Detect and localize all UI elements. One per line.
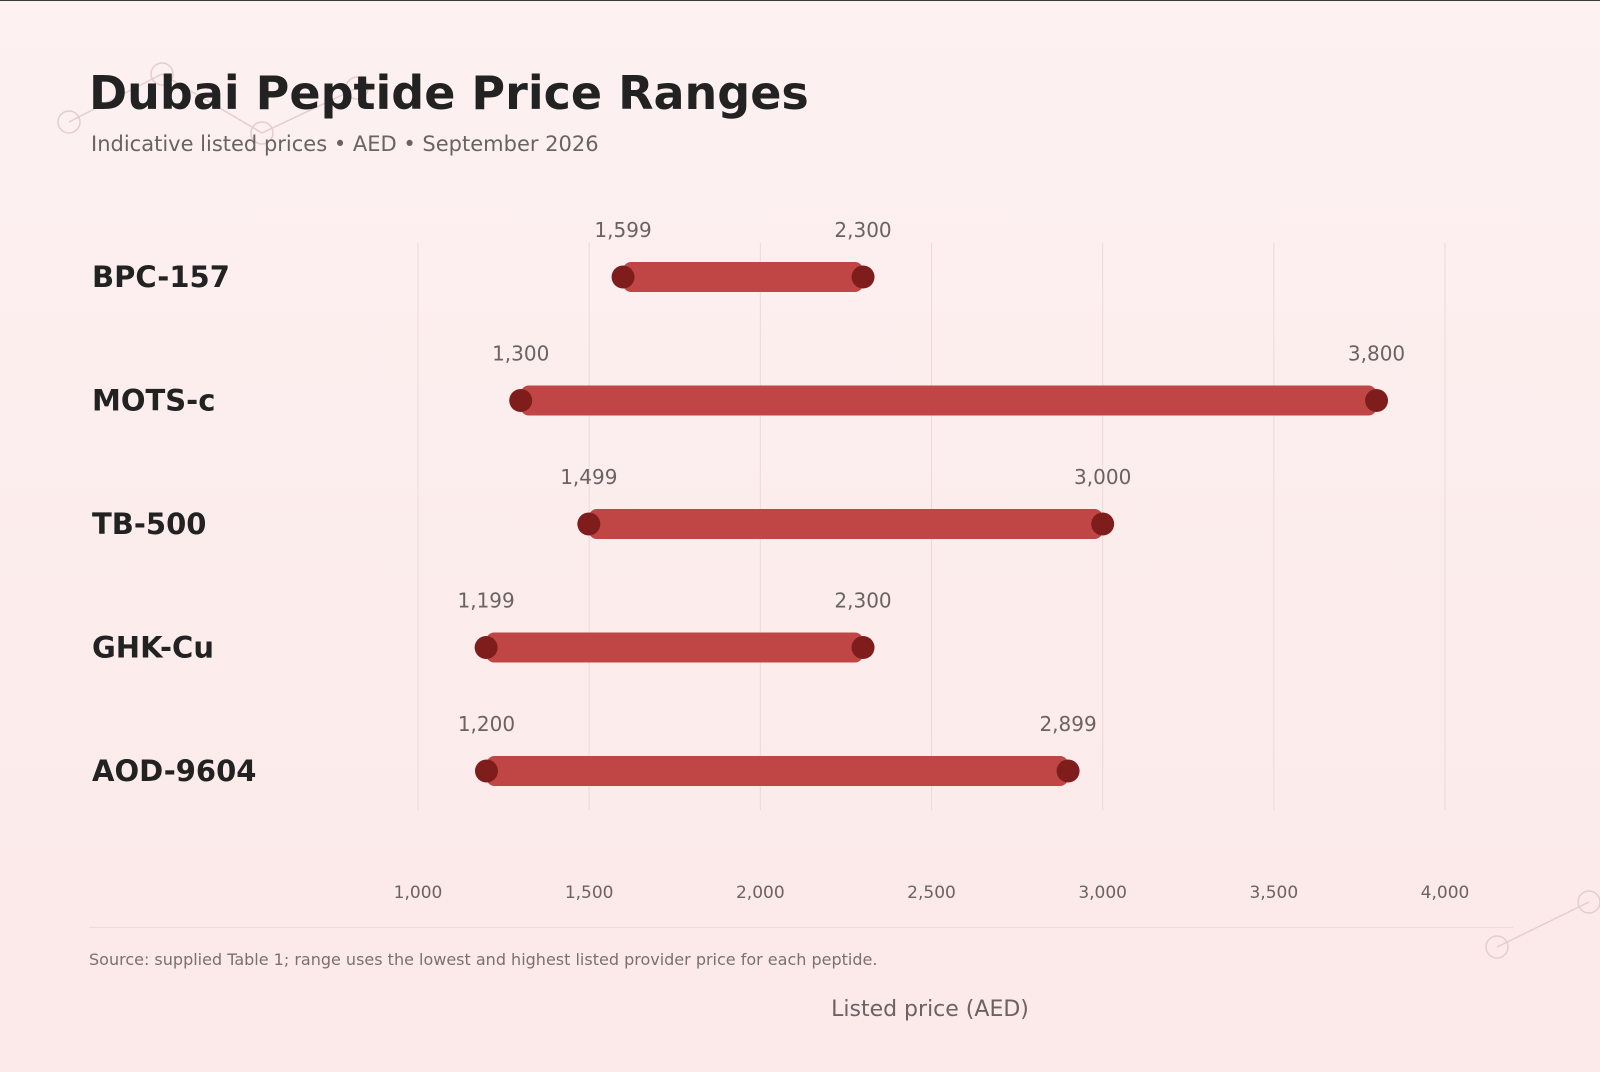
x-tick-label: 4,000 xyxy=(1421,883,1470,903)
molecule-decoration xyxy=(57,62,1600,959)
decor-bond xyxy=(261,87,358,134)
x-tick-label: 2,000 xyxy=(736,883,785,903)
range-low-label: 1,499 xyxy=(560,465,617,489)
range-low-label: 1,300 xyxy=(492,342,549,366)
range-low-label: 1,599 xyxy=(594,218,651,242)
decor-atom xyxy=(150,62,174,86)
range-high-point xyxy=(1056,759,1080,783)
x-tick-label: 2,500 xyxy=(907,883,956,903)
range-rows: BPC-157 1,599 2,300 MOTS-c 1,300 3,800 TB-500 1… xyxy=(92,218,1405,788)
decor-atom xyxy=(250,121,274,145)
range-low-point xyxy=(474,636,498,659)
range-low-label: 1,199 xyxy=(457,589,514,613)
x-tick-label: 1,500 xyxy=(565,883,614,903)
range-row-aod-9604: AOD-9604 1,200 2,899 xyxy=(92,712,1097,788)
x-axis-ticks: 1,000 1,500 2,000 2,500 3,000 3,500 4,000 xyxy=(394,883,1470,903)
range-high-label: 2,300 xyxy=(834,218,891,242)
range-row-bpc-157: BPC-157 1,599 2,300 xyxy=(92,218,892,294)
range-low-point xyxy=(509,389,533,412)
range-row-ghk-cu: GHK-Cu 1,199 2,300 xyxy=(92,589,892,665)
range-bar xyxy=(486,632,864,663)
category-label: TB-500 xyxy=(92,507,206,541)
x-tick-label: 1,000 xyxy=(394,883,443,903)
footer-divider xyxy=(89,927,1513,928)
range-high-label: 2,899 xyxy=(1039,712,1096,736)
category-label: GHK-Cu xyxy=(92,631,214,665)
decor-atom xyxy=(345,76,369,100)
decor-bond xyxy=(1496,901,1590,948)
range-high-label: 2,300 xyxy=(834,589,891,613)
source-note: Source: supplied Table 1; range uses the… xyxy=(89,950,878,969)
range-row-mots-c: MOTS-c 1,300 3,800 xyxy=(92,342,1405,418)
x-axis-label: Listed price (AED) xyxy=(831,997,1029,1022)
range-bar xyxy=(588,509,1103,539)
decor-bond xyxy=(68,73,163,123)
page-title: Dubai Peptide Price Ranges xyxy=(89,66,809,120)
range-high-point xyxy=(851,265,875,289)
top-border-line xyxy=(0,0,1600,1)
x-tick-label: 3,500 xyxy=(1249,883,1298,903)
range-bar xyxy=(623,262,864,292)
page-subtitle: Indicative listed prices • AED • Septemb… xyxy=(91,132,599,156)
range-low-point xyxy=(577,512,601,536)
decor-bond xyxy=(161,73,263,134)
range-row-tb-500: TB-500 1,499 3,000 xyxy=(92,465,1131,541)
x-tick-label: 3,000 xyxy=(1078,883,1127,903)
category-label: BPC-157 xyxy=(92,260,230,294)
decor-atom xyxy=(57,110,81,134)
range-low-label: 1,200 xyxy=(458,712,515,736)
category-label: MOTS-c xyxy=(92,384,215,418)
range-low-point xyxy=(474,759,498,783)
range-high-point xyxy=(1365,389,1389,412)
range-high-label: 3,000 xyxy=(1074,465,1131,489)
range-high-point xyxy=(1091,512,1115,536)
range-high-point xyxy=(851,636,875,659)
decor-atom xyxy=(1577,890,1600,914)
range-bar xyxy=(520,385,1377,416)
category-label: AOD-9604 xyxy=(92,754,256,788)
decor-atom xyxy=(1485,935,1509,959)
range-bar xyxy=(486,756,1069,786)
range-low-point xyxy=(611,265,635,289)
range-high-label: 3,800 xyxy=(1348,342,1405,366)
